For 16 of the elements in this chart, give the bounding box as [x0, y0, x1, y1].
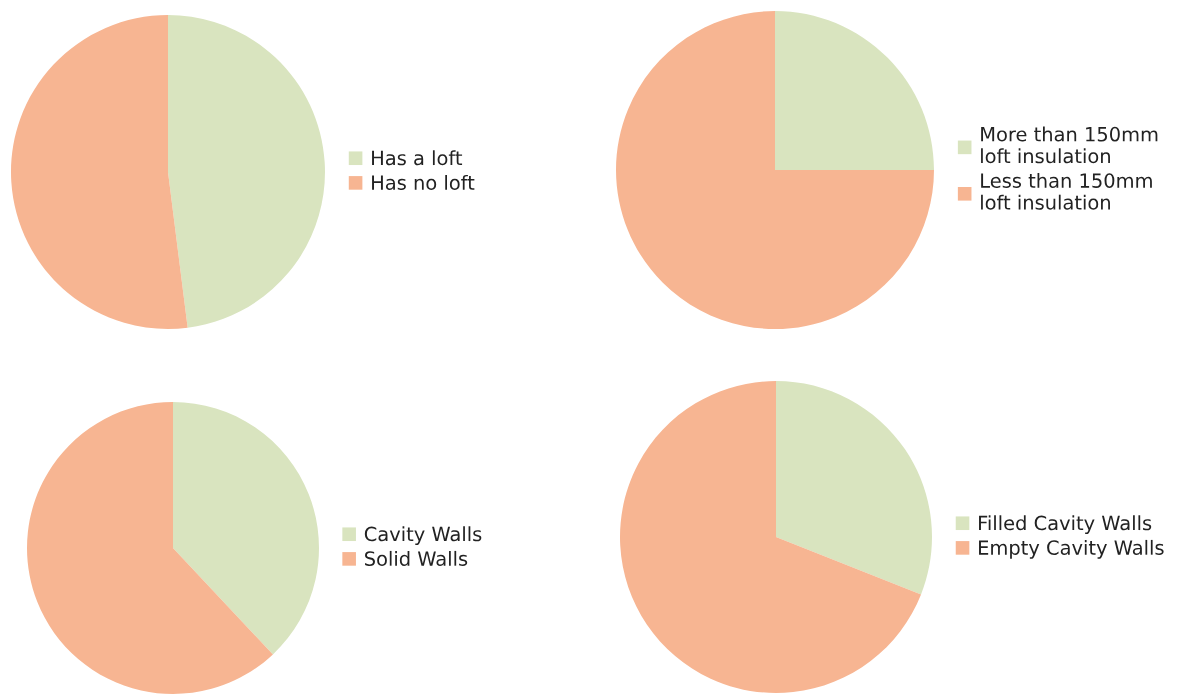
pie-slice [168, 15, 325, 328]
legend-label: Has no loft [372, 174, 475, 190]
legend-label: Solid Walls [365, 550, 468, 566]
pie-slice [27, 402, 273, 694]
legend-label: More than 150mm loft insulation [981, 126, 1158, 164]
legend-label: Empty Cavity Walls [979, 539, 1164, 559]
legend-label: Cavity Walls [364, 526, 482, 546]
pie-slice [620, 381, 922, 693]
legend-label: Has a loft [372, 150, 463, 166]
pie-slice [775, 11, 934, 170]
pie-slice [173, 402, 319, 655]
legend-label: Filled Cavity Walls [979, 515, 1152, 535]
pie-slice [11, 15, 188, 329]
legend-label: Less than 150mm loft insulation [981, 172, 1152, 210]
pie-slice [616, 11, 934, 329]
pie-slice [776, 381, 932, 595]
